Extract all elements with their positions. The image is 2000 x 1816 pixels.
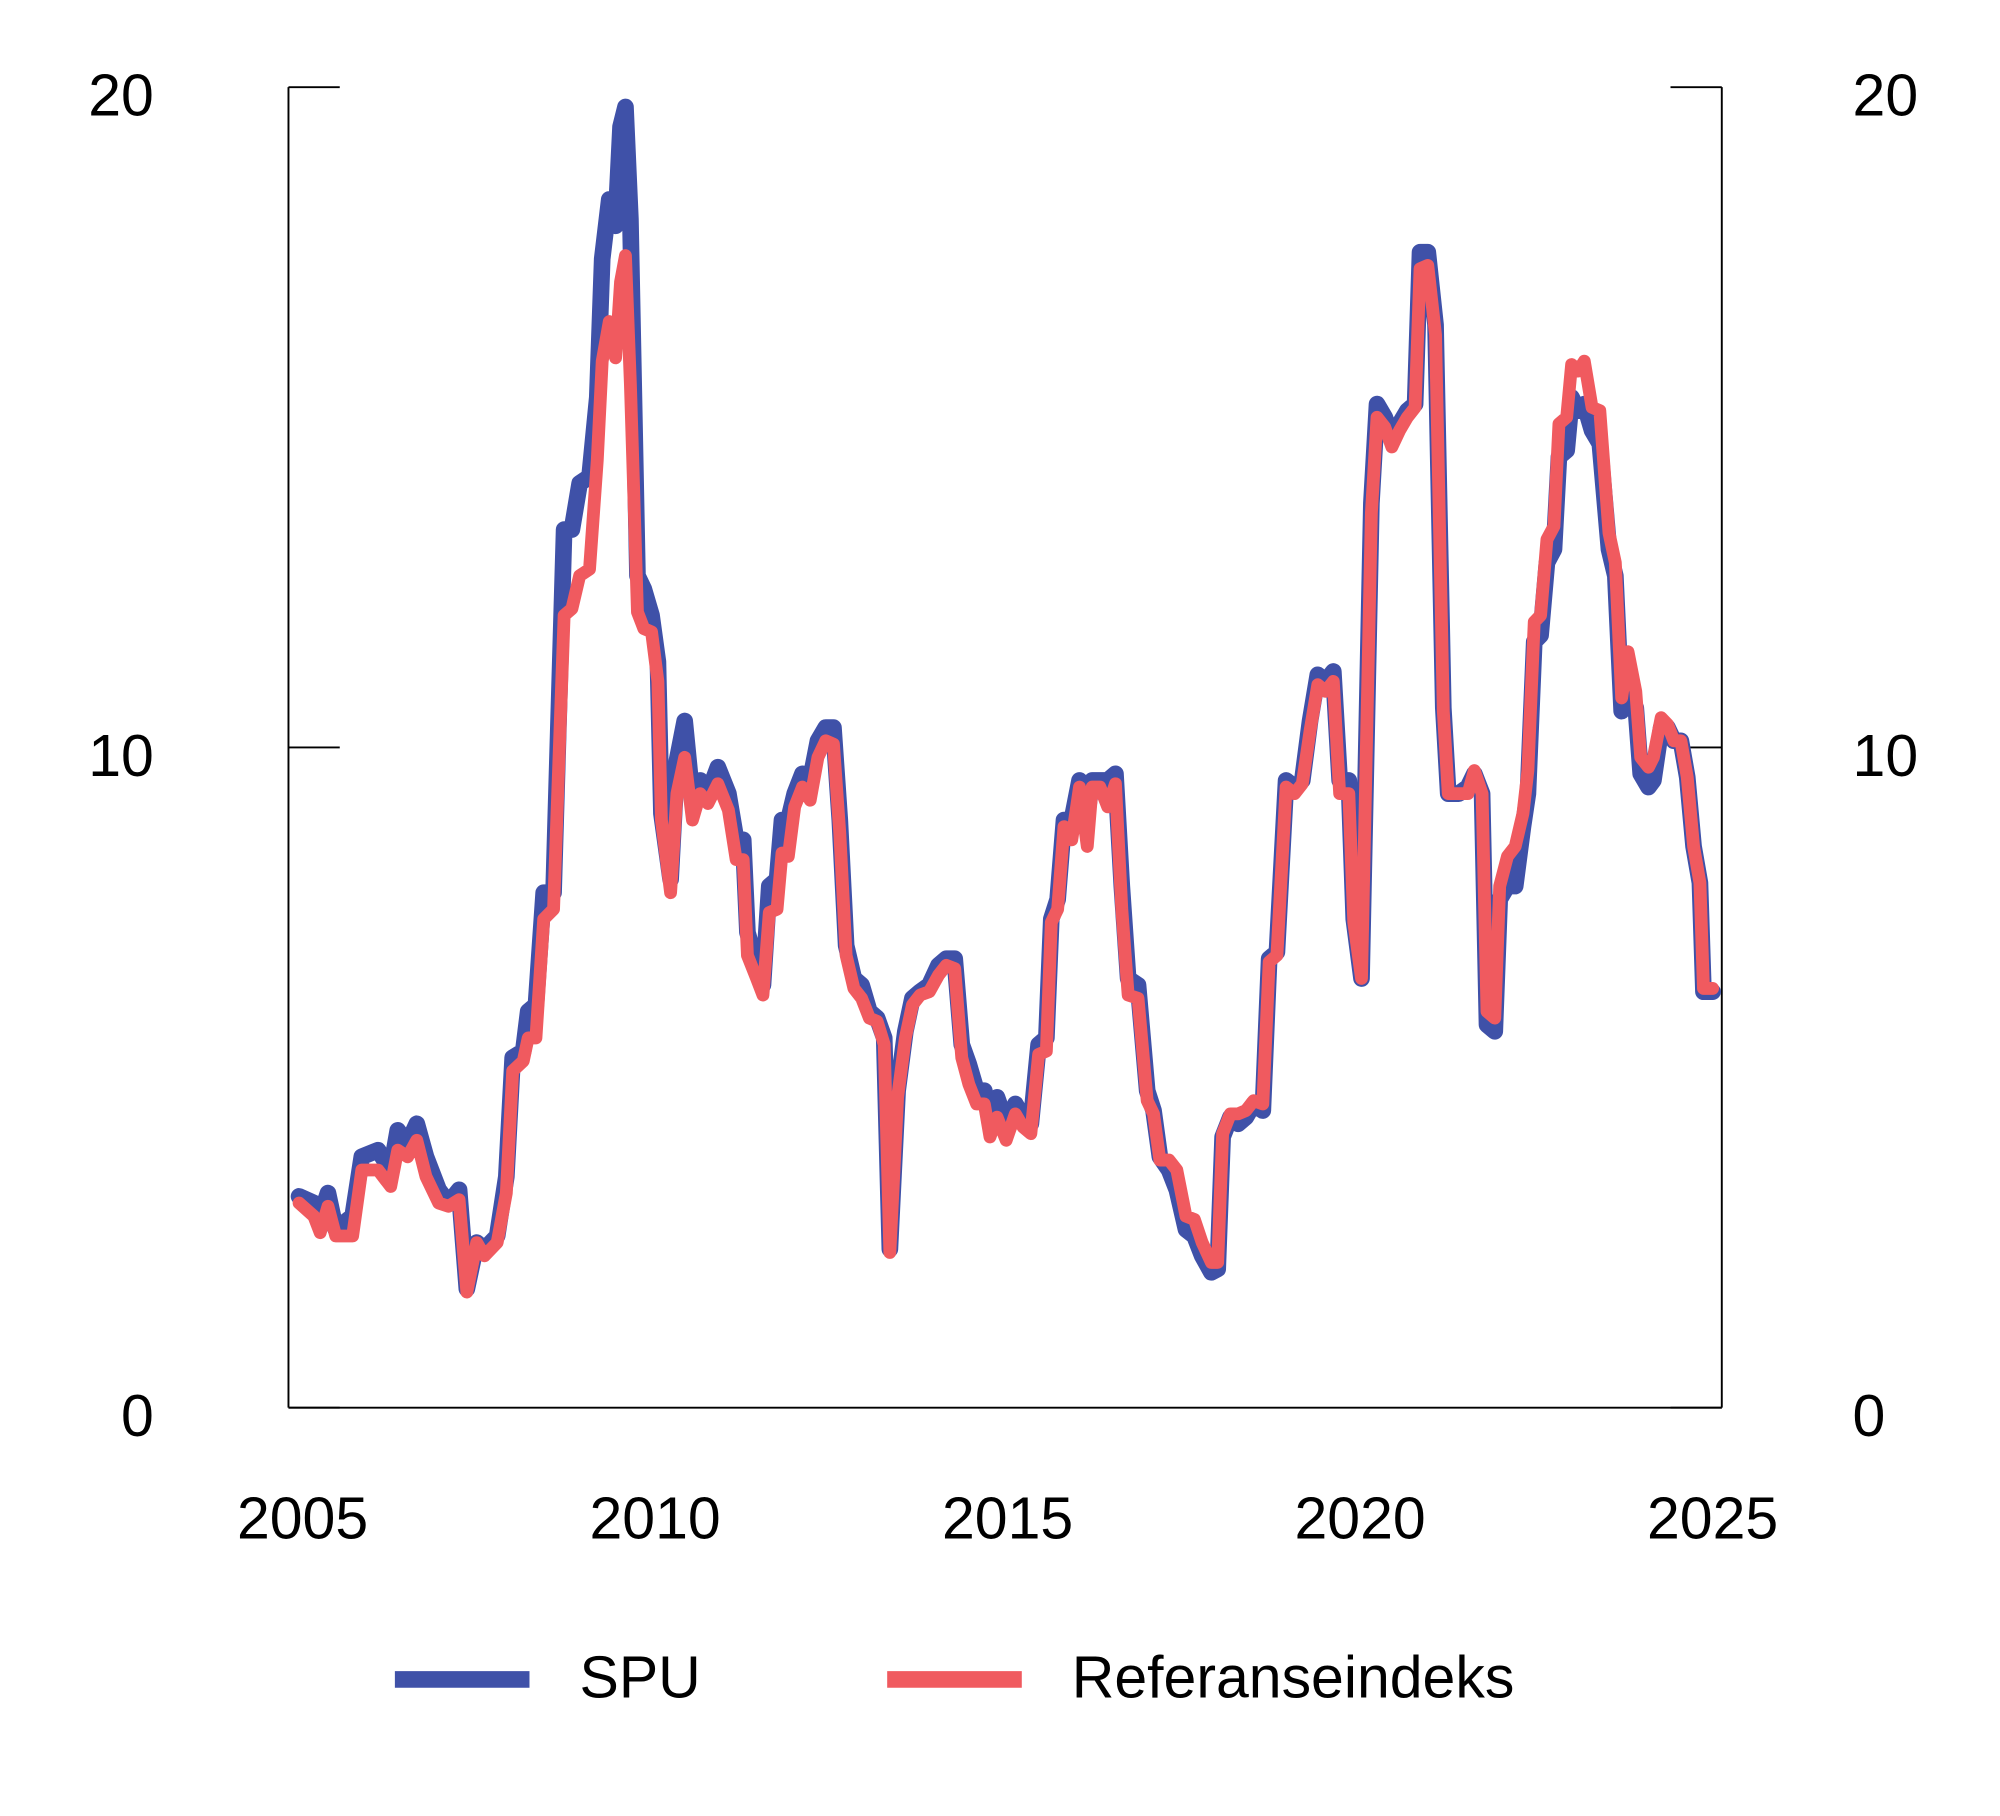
x-tick-label: 2020 bbox=[1295, 1487, 1426, 1552]
y-tick-label: 0 bbox=[121, 1384, 154, 1449]
y2-tick-label: 0 bbox=[1853, 1384, 1886, 1449]
x-tick-label: 2025 bbox=[1647, 1487, 1778, 1552]
y2-tick-label: 10 bbox=[1853, 724, 1919, 789]
legend-label: Referanseindeks bbox=[1072, 1646, 1515, 1711]
y-tick-label: 10 bbox=[88, 724, 154, 789]
x-tick-label: 2015 bbox=[942, 1487, 1073, 1552]
x-tick-label: 2010 bbox=[589, 1487, 720, 1552]
y2-tick-label: 20 bbox=[1853, 64, 1919, 129]
x-tick-label: 2005 bbox=[237, 1487, 368, 1552]
y-tick-label: 20 bbox=[88, 64, 154, 129]
legend-label: SPU bbox=[579, 1646, 700, 1711]
series-line bbox=[292, 249, 1720, 1299]
